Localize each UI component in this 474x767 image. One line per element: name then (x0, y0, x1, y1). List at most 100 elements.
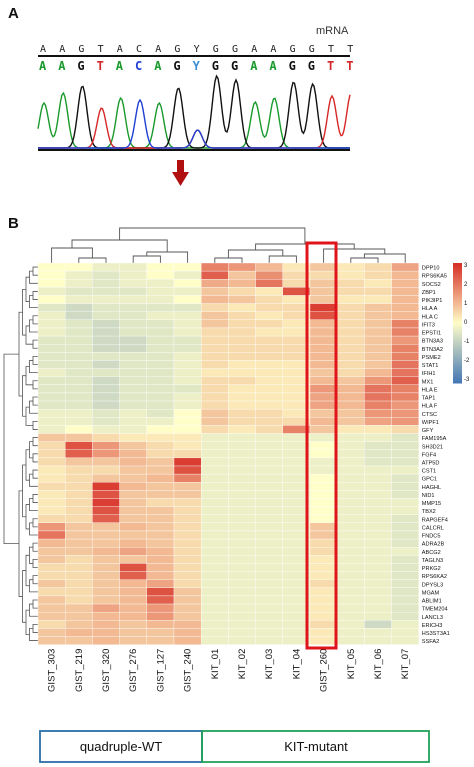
color-scale-swatch (453, 367, 462, 370)
color-scale-swatch (453, 333, 462, 336)
gene-label: SOCS2 (422, 282, 441, 288)
heatmap-cell (119, 636, 147, 645)
heatmap-cell (337, 530, 365, 540)
heatmap-cell (92, 595, 120, 605)
heatmap-cell (37, 490, 66, 499)
heatmap-cell (337, 408, 365, 418)
heatmap-cell (173, 270, 202, 280)
heatmap-cell (37, 262, 66, 272)
heatmap-cell (391, 360, 419, 369)
heatmap-cell (364, 473, 392, 483)
heatmap-cell (201, 376, 229, 385)
color-scale-swatch (453, 281, 462, 284)
heatmap-cell (201, 555, 229, 564)
dendrogram-branch (363, 253, 406, 263)
gene-label: HS3ST3A1 (422, 631, 450, 637)
heatmap-cell (309, 441, 338, 450)
dendrogram-branch (29, 522, 33, 536)
heatmap-cell (119, 319, 147, 329)
heatmap-cell (309, 628, 338, 637)
sequence-call-letter: G (173, 59, 180, 73)
heatmap-cell (309, 465, 338, 475)
color-scale-swatch (453, 263, 462, 266)
color-scale-swatch (453, 277, 462, 280)
heatmap-cell (364, 408, 392, 418)
heatmap-cell (146, 344, 175, 353)
heatmap-cell (92, 303, 120, 312)
heatmap-cell (255, 522, 283, 532)
panel-a-label: A (8, 5, 19, 22)
heatmap-cell (309, 279, 338, 288)
heatmap-cell (119, 482, 147, 491)
heatmap-cell (391, 376, 419, 385)
heatmap-cell (65, 571, 93, 580)
heatmap-cell (337, 571, 365, 580)
heatmap-cell (65, 352, 93, 361)
heatmap-cell (309, 425, 338, 434)
dendrogram-branch (18, 311, 23, 397)
heatmap-cell (65, 595, 93, 605)
dendrogram-branch (350, 257, 379, 263)
heatmap-cell (201, 603, 229, 613)
heatmap-cell (364, 433, 392, 442)
heatmap-cell (255, 563, 283, 572)
heatmap-cell (201, 262, 229, 272)
heatmap-cell (173, 327, 202, 337)
color-scale-swatch (453, 335, 462, 338)
heatmap-cell (201, 538, 229, 548)
heatmap-cell (173, 538, 202, 548)
heatmap-cell (37, 287, 66, 296)
dendrogram-branch (29, 295, 33, 309)
mutation-arrow-shaft (177, 160, 184, 174)
heatmap-cell (37, 408, 66, 418)
gene-label: GPC1 (422, 477, 437, 483)
heatmap-cell (255, 262, 283, 272)
heatmap-cell (65, 628, 93, 637)
gene-label: PSME2 (422, 355, 441, 361)
heatmap-cell (201, 636, 229, 645)
heatmap-cell (228, 530, 256, 540)
gene-label: ABCG2 (422, 550, 441, 556)
heatmap-cell (92, 270, 120, 280)
color-scale-swatch (453, 365, 462, 368)
dendrogram-branch (25, 609, 30, 635)
heatmap-cell (173, 482, 202, 491)
heatmap-cell (173, 514, 202, 524)
heatmap-cell (146, 636, 175, 645)
heatmap-cell (309, 611, 338, 621)
heatmap-cell (65, 490, 93, 499)
heatmap-cell (146, 498, 175, 507)
heatmap-cell (391, 270, 419, 280)
heatmap-cell (309, 620, 338, 629)
heatmap-cell (309, 579, 338, 588)
heatmap-cell (37, 628, 66, 637)
heatmap-cell (173, 490, 202, 499)
heatmap-cell (309, 352, 338, 361)
heatmap-cell (65, 344, 93, 353)
color-scale-swatch (453, 289, 462, 292)
sequence-call-letter: G (308, 59, 315, 73)
heatmap-cell (37, 441, 66, 450)
dendrogram-branch (32, 453, 38, 463)
heatmap-cell (309, 473, 338, 483)
gene-label: RPS6KA2 (422, 574, 447, 580)
heatmap-cell (364, 587, 392, 597)
heatmap-cell (337, 384, 365, 394)
heatmap-cell (65, 441, 93, 450)
heatmap-cell (309, 262, 338, 272)
color-scale-swatch (453, 293, 462, 296)
dendrogram-branch (29, 628, 33, 641)
dendrogram-branch (32, 380, 38, 390)
heatmap-cell (65, 376, 93, 385)
color-scale-swatch (453, 295, 462, 298)
heatmap-cell (37, 571, 66, 580)
heatmap-cell (364, 303, 392, 312)
heatmap-cell (201, 587, 229, 597)
heatmap-cell (173, 547, 202, 556)
heatmap-cell (119, 563, 147, 572)
gene-label: TBX2 (422, 509, 436, 515)
heatmap-cell (228, 270, 256, 280)
heatmap-cell (255, 636, 283, 645)
